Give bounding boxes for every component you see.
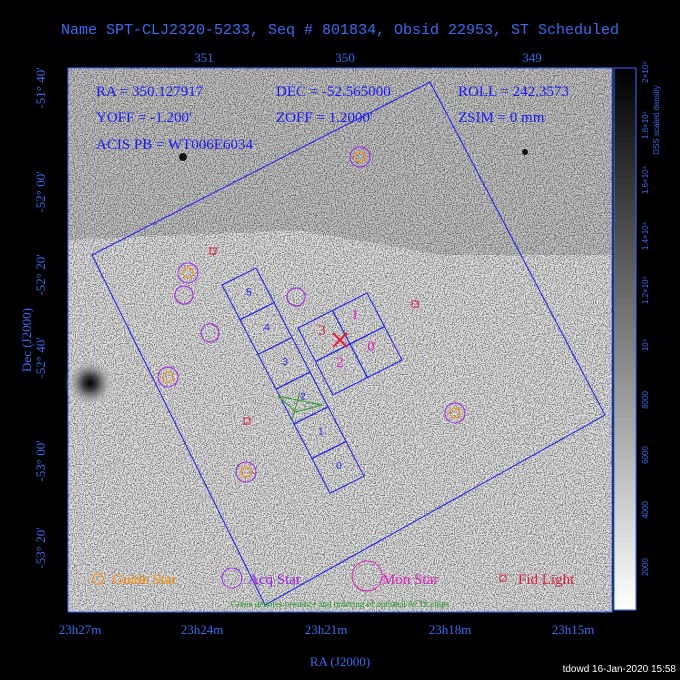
info-line: DEC = -52.565000 xyxy=(276,84,391,100)
left-tick-label: -53° 20' xyxy=(33,527,48,568)
bottom-tick-label: 23h18m xyxy=(429,622,472,637)
chip-label: 3 xyxy=(282,357,288,368)
bottom-tick-label: 23h27m xyxy=(59,622,102,637)
top-tick-label: 350 xyxy=(335,50,355,65)
left-tick-label: -52° 40' xyxy=(33,337,48,378)
acis-s-chip xyxy=(311,440,365,494)
legend-label: Fid Light xyxy=(518,572,575,588)
left-tick-label: -53° 00' xyxy=(33,440,48,481)
title: Name SPT-CLJ2320-5233, Seq # 801834, Obs… xyxy=(61,22,619,39)
bottom-tick-label: 23h21m xyxy=(305,622,348,637)
field-of-view xyxy=(91,81,606,606)
note: Green denotes presence and ordering of o… xyxy=(231,599,450,609)
legend-markers xyxy=(91,560,507,592)
colorbar xyxy=(613,67,637,611)
info-line: ZOFF = 1.2000' xyxy=(276,110,373,126)
info-line: ACIS PB = WT006E6034 xyxy=(96,137,253,153)
colorbar-tick-label: 2000 xyxy=(641,558,650,576)
optional-chip xyxy=(277,391,323,421)
labels: Name SPT-CLJ2320-5233, Seq # 801834, Obs… xyxy=(19,22,676,675)
colorbar-label: DSS scaled density xyxy=(652,85,661,154)
left-tick-label: -52° 00' xyxy=(33,171,48,212)
colorbar-tick-label: 1.4×10⁴ xyxy=(641,221,650,250)
colorbar-tick-label: 6000 xyxy=(641,446,650,464)
stars xyxy=(157,146,466,483)
top-tick-label: 351 xyxy=(194,50,214,65)
info-line: YOFF = -1.200' xyxy=(96,110,192,126)
info-line: ZSIM = 0 mm xyxy=(458,110,545,126)
legend-label: Mon Star xyxy=(382,572,438,588)
info-line: RA = 350.127917 xyxy=(96,84,204,100)
left-tick-label: -52° 20' xyxy=(33,254,48,295)
bottom-tick-label: 23h24m xyxy=(181,622,224,637)
acis-chips xyxy=(221,267,403,494)
plot-frame xyxy=(67,67,613,613)
left-tick-label: -51° 40' xyxy=(33,67,48,108)
chip-label: 2 xyxy=(300,392,306,403)
colorbar-tick-label: 1.6×10⁴ xyxy=(641,165,650,194)
acis-i-chip xyxy=(349,325,403,379)
y-axis-label: Dec (J2000) xyxy=(19,308,34,372)
colorbar-tick-label: 10⁴ xyxy=(641,338,650,351)
colorbar-tick-label: 2×10⁴ xyxy=(641,61,650,83)
colorbar-tick-label: 1.8×10⁴ xyxy=(641,110,650,139)
colorbar-tick-label: 1.2×10⁴ xyxy=(641,275,650,304)
top-tick-label: 349 xyxy=(522,50,542,65)
colorbar-tick-label: 8000 xyxy=(641,391,650,409)
bottom-tick-label: 23h15m xyxy=(552,622,595,637)
chip-label: 2 xyxy=(336,355,344,371)
legend-label: Acq Star xyxy=(248,572,301,588)
chip-label: 1 xyxy=(351,307,359,323)
x-axis-label: RA (J2000) xyxy=(310,654,370,669)
chip-label: 0 xyxy=(367,339,375,355)
chip-label: 5 xyxy=(246,288,252,299)
timestamp: tdowd 16-Jan-2020 15:58 xyxy=(563,664,677,675)
chip-label: 4 xyxy=(264,322,270,333)
info-line: ROLL = 242.3573 xyxy=(458,84,569,100)
legend-label: Guide Star xyxy=(112,572,177,588)
colorbar-tick-label: 4000 xyxy=(641,501,650,519)
chip-label: 1 xyxy=(318,426,324,437)
chip-label: 3 xyxy=(318,323,326,339)
chip-label: 0 xyxy=(336,461,342,472)
